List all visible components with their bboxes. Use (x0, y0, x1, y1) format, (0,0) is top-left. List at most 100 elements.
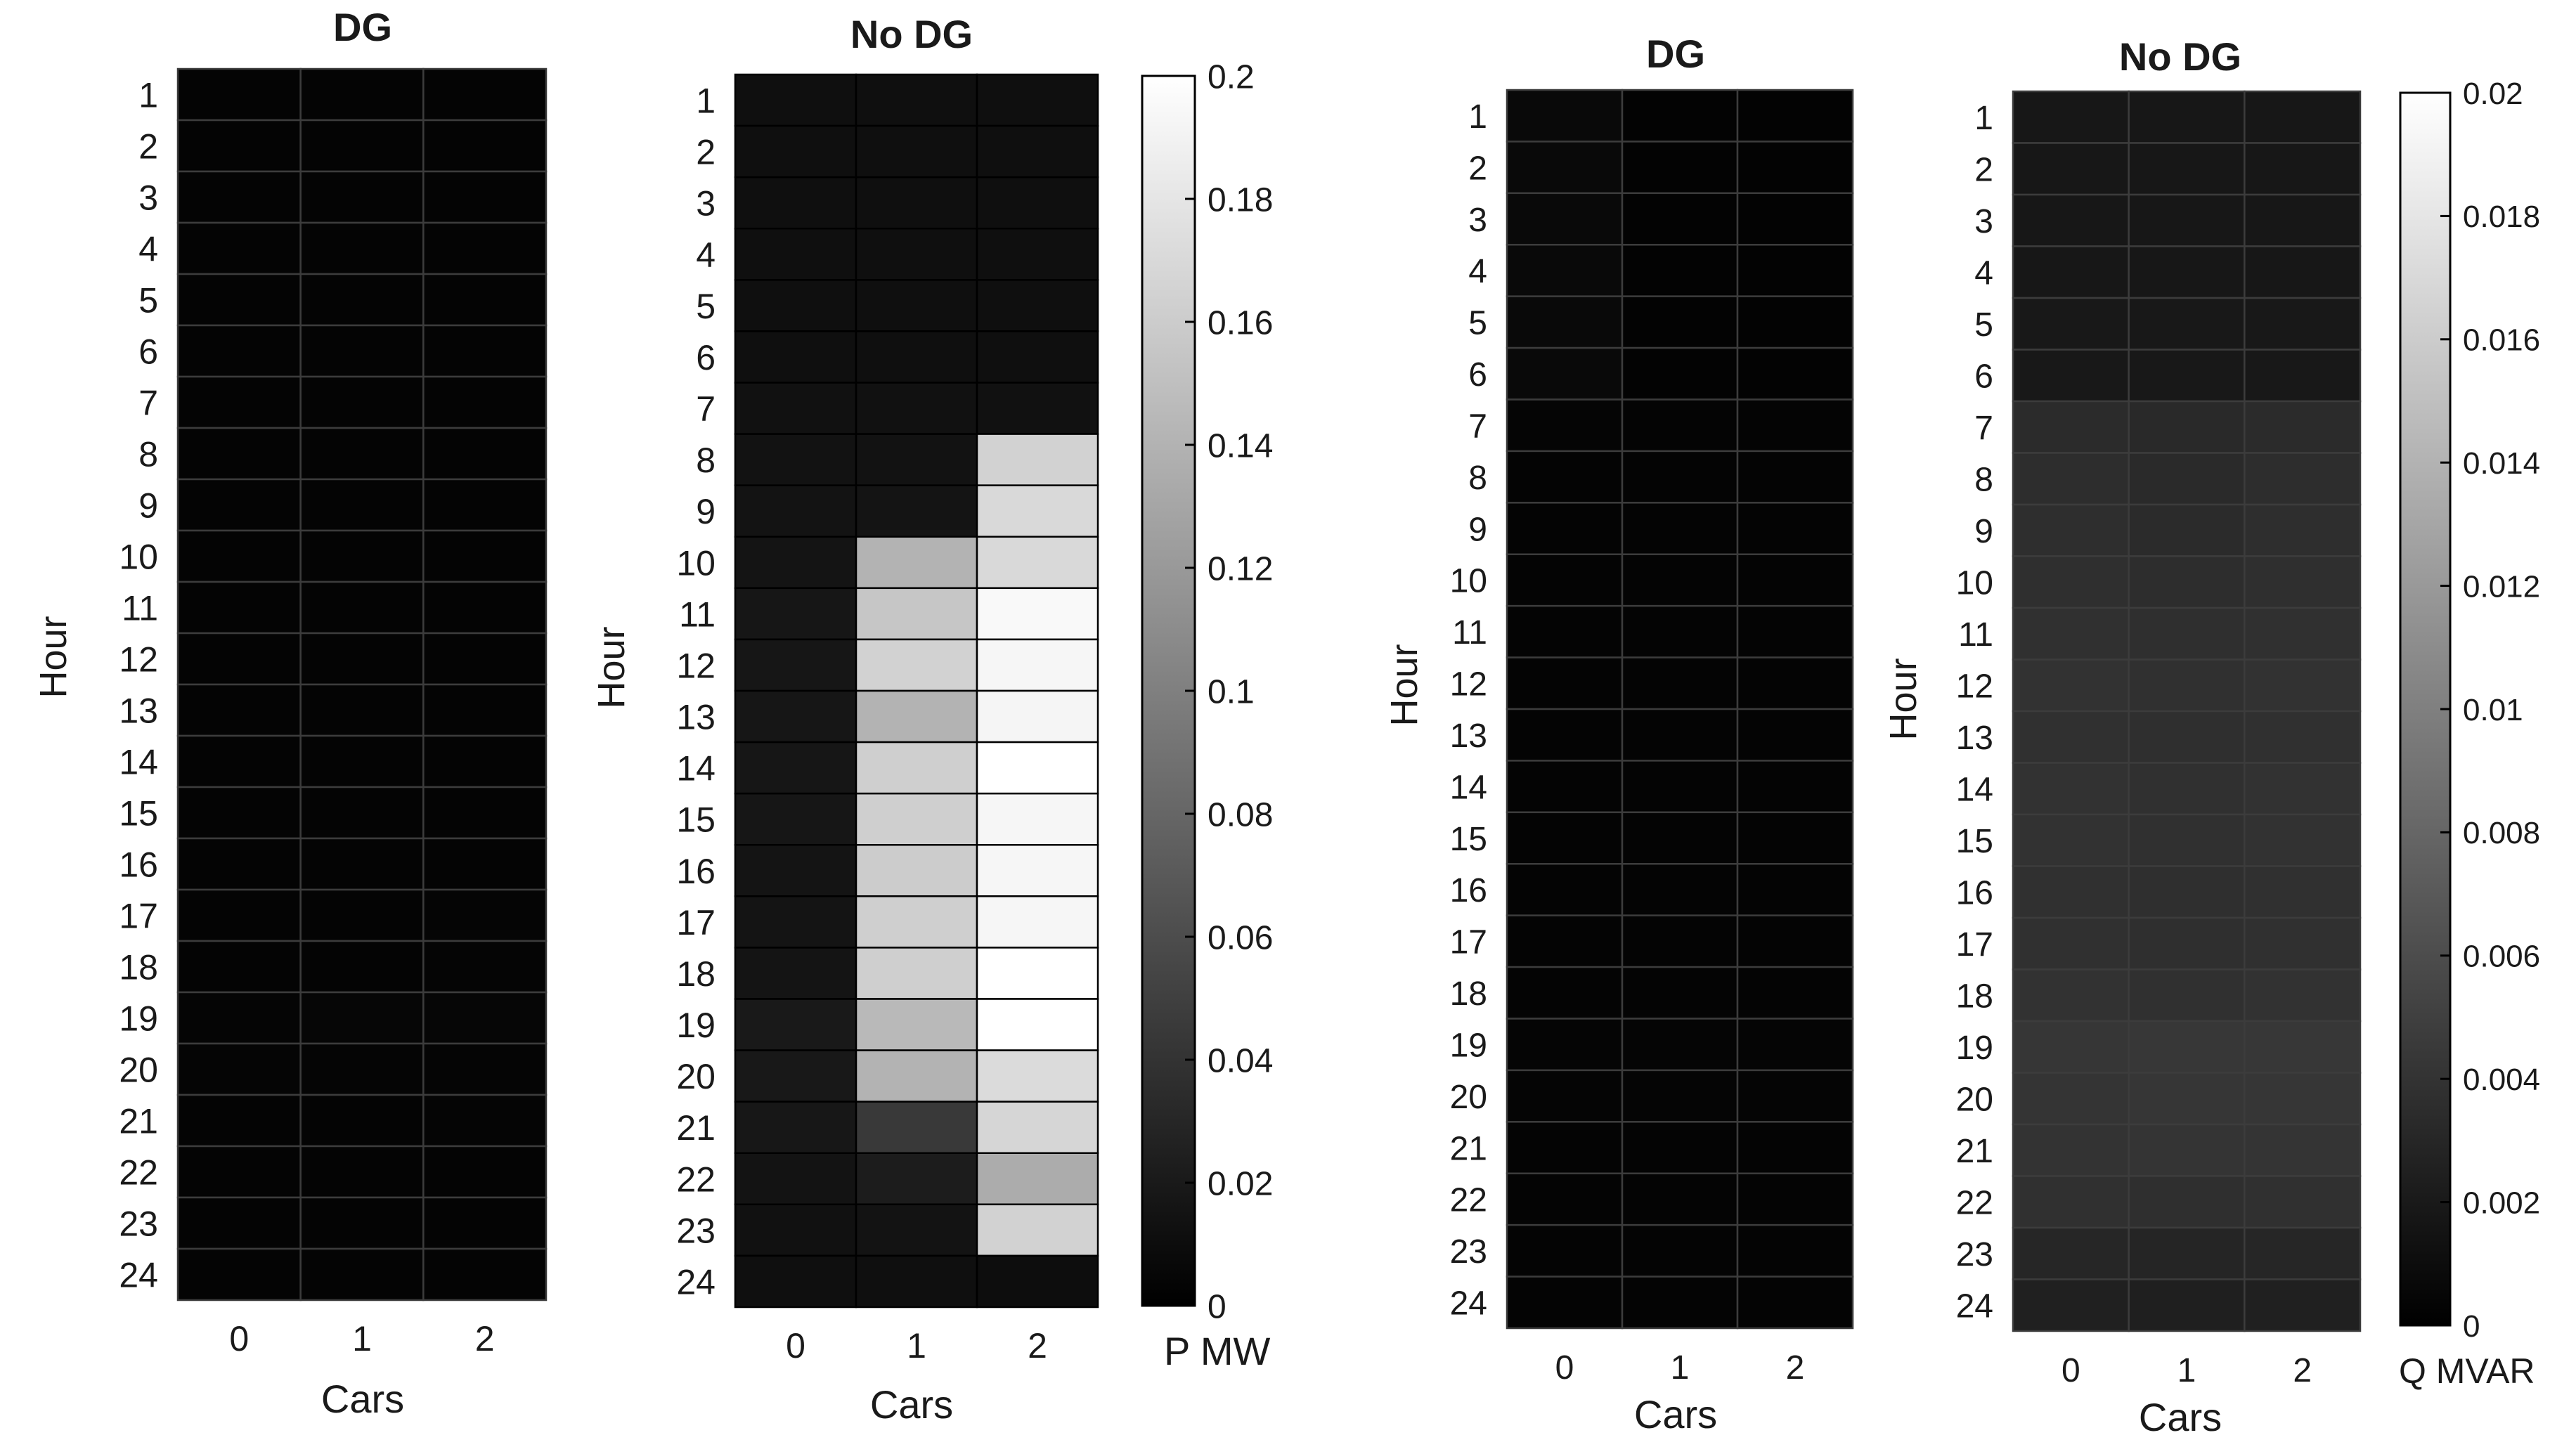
heatmap-cell (1506, 89, 1624, 143)
heatmap-cell (2244, 555, 2362, 609)
heatmap-cell (2244, 762, 2362, 816)
heatmap-cell (734, 741, 857, 795)
heatmap-cell (2244, 503, 2362, 557)
heatmap-cell (1506, 141, 1624, 195)
y-axis-label: Hour (1383, 644, 1425, 726)
y-tick-label: 14 (676, 749, 716, 788)
y-tick-label: 23 (119, 1205, 158, 1244)
heatmap-cell (299, 529, 425, 583)
colorbar-tick-label: 0.04 (1208, 1042, 1273, 1079)
y-tick-label: 18 (1956, 978, 1993, 1015)
y-tick-label: 6 (138, 332, 158, 372)
heatmap-cell (422, 1042, 548, 1096)
heatmap-cell (734, 73, 857, 127)
heatmap-cell (2128, 762, 2246, 816)
y-tick-label: 7 (1974, 410, 1993, 447)
colorbar-tick-label: 0.014 (2463, 446, 2540, 481)
heatmap-cell (976, 279, 1099, 332)
heatmap-cell (976, 1152, 1099, 1206)
heatmap-cell (855, 73, 978, 127)
heatmap-cell (2128, 142, 2246, 196)
heatmap-cell (976, 433, 1099, 486)
heatmap-cell (734, 998, 857, 1051)
heatmap-cell (422, 683, 548, 737)
y-tick-label: 2 (138, 127, 158, 167)
heatmap-cell (2012, 1278, 2130, 1332)
heatmap-cell (2012, 710, 2130, 764)
heatmap-panel-q-dg: DG Cars Hour 123456789101112131415161718… (1383, 32, 1854, 1436)
heatmap-cell (2244, 142, 2362, 196)
heatmap-cell (1621, 811, 1739, 865)
heatmap-cell (976, 1101, 1099, 1155)
heatmap-cell (1736, 760, 1854, 814)
heatmap-cell (299, 1093, 425, 1148)
heatmap-cell (855, 433, 978, 486)
heatmap-cell (1621, 553, 1739, 607)
x-tick-label: 0 (229, 1319, 249, 1358)
x-axis-label: Cars (2139, 1395, 2222, 1439)
y-tick-label: 3 (696, 184, 716, 223)
x-tick-label: 2 (1028, 1326, 1047, 1365)
heatmap-cell (1621, 1121, 1739, 1174)
heatmap-cell (1736, 502, 1854, 556)
heatmap-cell (176, 119, 302, 173)
heatmap-cell (2128, 1020, 2246, 1074)
y-tick-label: 17 (676, 903, 716, 942)
heatmap-cell (976, 1049, 1099, 1103)
heatmap-cell (855, 587, 978, 641)
heatmap-cell (176, 221, 302, 275)
y-tick-label: 13 (676, 698, 716, 737)
colorbar-tick-label: 0.2 (1208, 58, 1255, 96)
heatmap-cell (299, 324, 425, 378)
heatmap-cell (2244, 90, 2362, 144)
heatmap-cell (176, 940, 302, 994)
heatmap-cell (176, 1042, 302, 1096)
y-tick-label: 24 (119, 1256, 158, 1295)
heatmap-cell (299, 273, 425, 327)
heatmap-cell (299, 991, 425, 1045)
y-tick-label: 24 (1956, 1288, 1993, 1325)
y-tick-label: 14 (1450, 769, 1487, 806)
heatmap-cell (1506, 1223, 1624, 1278)
colorbar-label: Q MVAR (2399, 1351, 2535, 1391)
y-tick-label: 14 (119, 743, 158, 782)
y-tick-label: 15 (1450, 821, 1487, 858)
y-tick-label: 10 (1956, 565, 1993, 602)
heatmap-panel-q-nodg: No DG Cars Hour 123456789101112131415161… (1882, 34, 2362, 1439)
heatmap-panel-p-nodg: No DG Cars Hour 123456789101112131415161… (590, 12, 1099, 1427)
heatmap-cell (2244, 658, 2362, 713)
heatmap-cell (2012, 142, 2130, 196)
heatmap-cell (176, 786, 302, 840)
colorbar-tick-label: 0.012 (2463, 569, 2540, 604)
y-tick-label: 13 (1956, 720, 1993, 757)
colorbar-tick-label: 0.008 (2463, 816, 2540, 850)
y-tick-label: 13 (1450, 718, 1487, 755)
heatmap-cell (1621, 760, 1739, 814)
y-tick-label: 21 (676, 1108, 716, 1148)
heatmap-cell (2012, 968, 2130, 1023)
y-axis-label: Hour (590, 626, 633, 708)
heatmap-cell (734, 844, 857, 897)
heatmap-cell (2128, 916, 2246, 971)
heatmap-cell (299, 683, 425, 737)
heatmap-cell (176, 1093, 302, 1148)
heatmap-cell (976, 638, 1099, 692)
heatmap-cell (299, 1145, 425, 1199)
heatmap-cell (176, 375, 302, 429)
heatmap-cell (976, 587, 1099, 641)
x-tick-label: 2 (2293, 1352, 2312, 1389)
y-tick-label: 7 (696, 389, 716, 429)
heatmap-cell (855, 844, 978, 897)
heatmap-cell (299, 734, 425, 788)
heatmap-cell (422, 273, 548, 327)
colorbar-tick-label: 0.006 (2463, 940, 2540, 974)
heatmap-cell (1506, 1121, 1624, 1174)
y-tick-label: 23 (1956, 1236, 1993, 1273)
x-tick-label: 1 (1671, 1349, 1690, 1387)
heatmap-cell (176, 1145, 302, 1199)
y-tick-label: 6 (1468, 356, 1487, 394)
y-tick-label: 11 (122, 589, 158, 628)
y-axis-label: Hour (32, 616, 75, 698)
y-tick-label: 24 (676, 1262, 716, 1302)
heatmap-cell (176, 273, 302, 327)
